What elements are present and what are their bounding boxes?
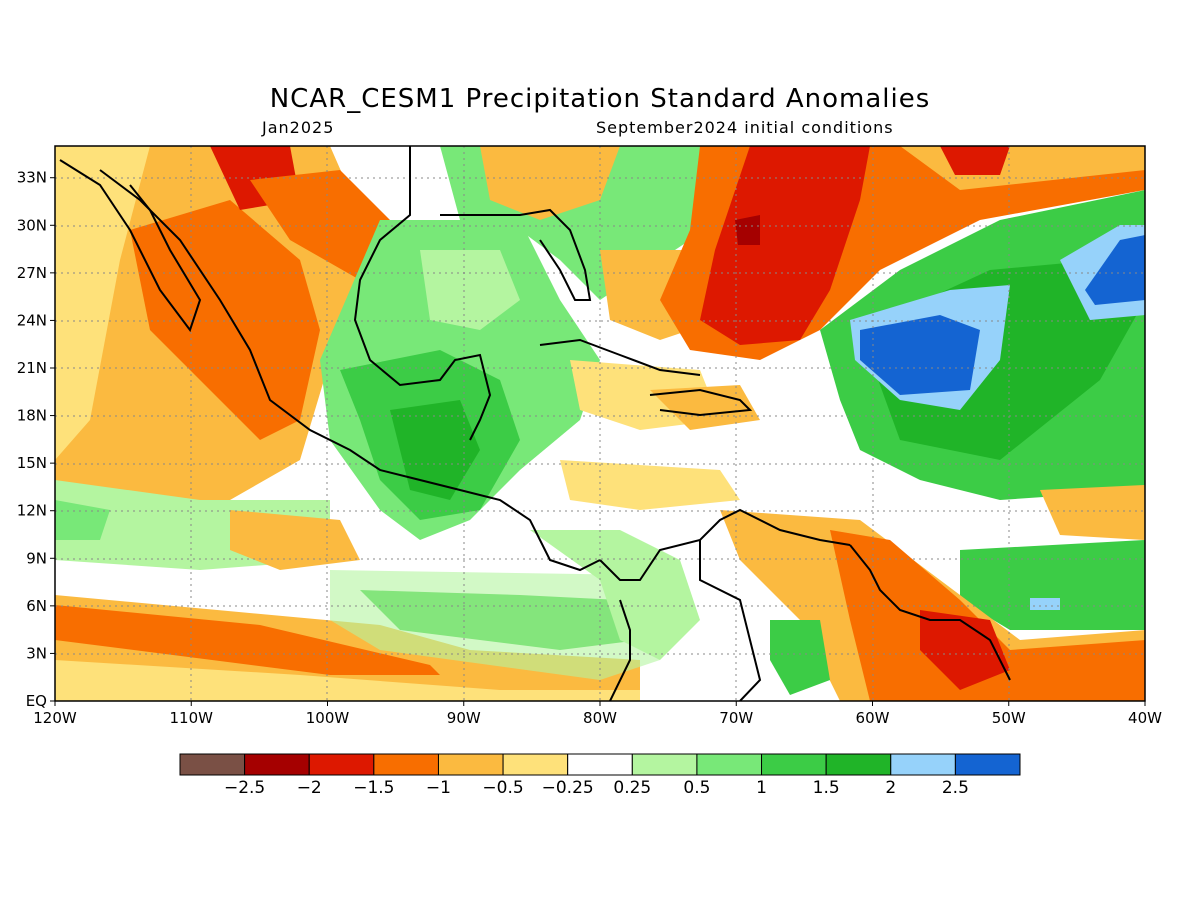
region-orange-north2 [250,170,400,280]
y-tick-label: 6N [26,597,47,615]
coastlines [59,146,1011,701]
x-tick-label: 120W [33,709,77,727]
region-red-atlantic [700,146,870,345]
valid-month-label: Jan2025 [262,118,335,137]
y-tick-label: 12N [17,502,47,520]
region-darkred-guianas [920,610,1010,690]
colorbar-label: 2 [885,778,896,798]
colorbar-label: 1 [756,778,767,798]
colorbar: −2.5 −2 −1.5 −1 −0.5 −0.25 0.25 0.5 1 1.5 2 2.5 [179,753,1021,798]
colorbar-swatch [825,753,892,776]
x-tick-label: 70W [719,709,753,727]
region-yellow-equator-band [55,660,640,701]
colorbar-label: 2.5 [942,778,969,798]
region-lightgreen-south-pacific [330,570,660,680]
region-red-equator-band [55,605,440,675]
y-tick-label: 33N [17,169,47,187]
y-tick-label: 27N [17,264,47,282]
colorbar-label: 0.25 [613,778,651,798]
colorbar-label: −0.25 [542,778,594,798]
colorbar-label: −1 [426,778,451,798]
colorbar-swatch [954,753,1021,776]
y-tick-label: 30N [17,216,47,234]
region-red-guianas [830,530,1145,701]
colorbar-swatch [567,753,633,776]
region-orange-southeast-us [480,146,620,220]
region-lightblue-atlantic-south [1030,598,1060,610]
y-tick-label: EQ [26,692,47,710]
x-tick-label: 110W [170,709,214,727]
colorbar-swatch [308,753,375,776]
x-tick-label: 90W [447,709,481,727]
x-tick-label: 40W [1128,709,1162,727]
x-tick-label: 60W [856,709,890,727]
y-tick-label: 21N [17,359,47,377]
initial-conditions-label: September2024 initial conditions [596,118,894,137]
colorbar-label: −1.5 [353,778,394,798]
region-blue-atlantic-east [1085,235,1145,305]
y-tick-label: 9N [26,549,47,567]
anomaly-field [55,146,1145,701]
region-darkred-atlantic [735,215,760,245]
colorbar-swatch [696,753,763,776]
colorbar-swatch [631,753,698,776]
x-tick-label: 100W [306,709,350,727]
region-lightgreen-gulf [420,250,520,330]
grid-lines [55,146,1145,701]
colorbar-label: −2 [297,778,322,798]
colorbar-label: 1.5 [813,778,840,798]
x-tick-label: 80W [583,709,617,727]
y-axis-labels: EQ 3N 6N 9N 12N 15N 18N 21N 24N 27N 30N 33N [17,169,55,710]
region-green-west2 [55,500,110,540]
region-orange-hispaniola [650,385,760,430]
colorbar-swatch [244,753,310,776]
colorbar-label: 0.5 [683,778,710,798]
colorbar-swatch [179,753,246,776]
y-tick-label: 15N [17,454,47,472]
y-tick-label: 18N [17,407,47,425]
region-orange-atlantic-mid [1040,485,1145,540]
region-green-atlantic-south [960,540,1145,630]
map-title: NCAR_CESM1 Precipitation Standard Anomal… [269,84,931,114]
colorbar-swatch [373,753,439,776]
y-tick-label: 3N [26,644,47,662]
colorbar-label: −2.5 [224,778,265,798]
colorbar-swatch [761,753,827,776]
x-tick-label: 50W [992,709,1026,727]
region-yellow-caribbean2 [560,460,740,510]
region-red-atlantic2 [940,146,1010,175]
region-green-orinoco [770,620,830,695]
region-darkgreen-central-america [390,400,480,500]
colorbar-label: −0.5 [482,778,523,798]
region-blue-atlantic [860,315,980,395]
colorbar-swatch [437,753,504,776]
region-green-colombia [530,530,700,660]
region-orange-mexico [130,200,320,440]
colorbar-swatch [502,753,569,776]
colorbar-swatch [890,753,956,776]
y-tick-label: 24N [17,311,47,329]
x-axis-labels: 120W 110W 100W 90W 80W 70W 60W 50W 40W [33,701,1162,727]
